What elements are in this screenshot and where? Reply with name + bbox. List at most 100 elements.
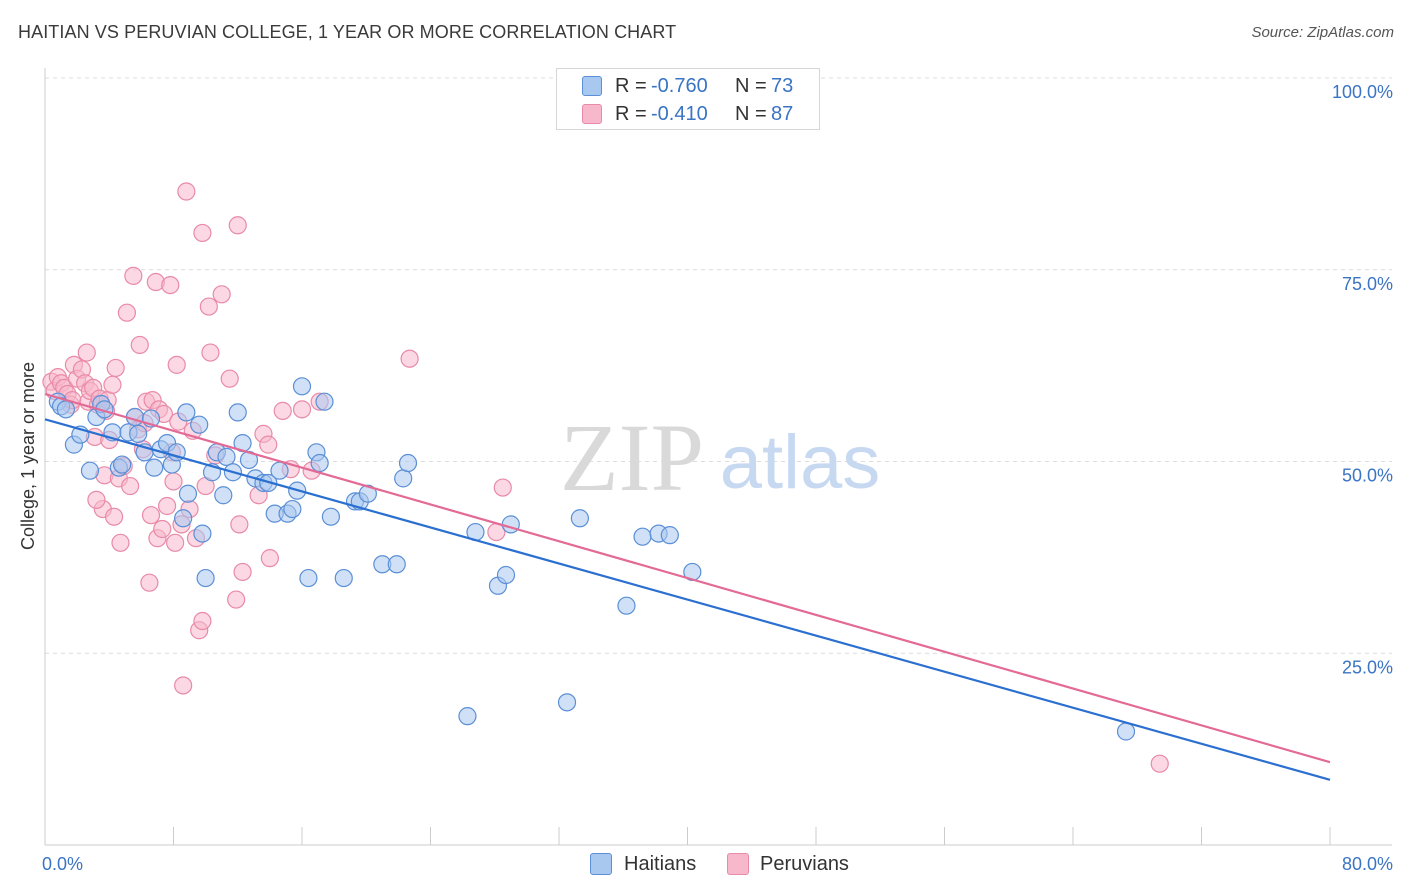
peruvian-point (140, 573, 159, 592)
axes (44, 68, 1392, 846)
r-label: R = (615, 74, 647, 97)
r-label: R = (615, 102, 647, 125)
tick-labels: 25.0% 50.0% 75.0% 100.0% 0.0% 80.0% (42, 82, 1393, 874)
haitians-swatch (582, 76, 602, 96)
peruvian-point (260, 549, 279, 568)
peruvian-point (177, 182, 196, 201)
haitian-point (321, 507, 341, 526)
haitian-point (56, 400, 75, 419)
peruvians-legend-swatch (727, 853, 749, 875)
peruvians-legend-label: Peruvians (760, 853, 849, 875)
peruvian-point (259, 435, 278, 454)
haitian-point (190, 415, 209, 434)
haitian-point (177, 403, 196, 422)
peruvian-point (193, 611, 212, 631)
peruvian-point (87, 490, 106, 509)
peruvian-point (124, 266, 143, 285)
peruvian-point (199, 297, 218, 316)
haitian-point (228, 403, 247, 422)
peruvian-point (212, 285, 231, 304)
peruvian-point (230, 515, 249, 534)
peruvian-point (161, 275, 180, 295)
haitian-point (217, 447, 236, 466)
haitian-point (458, 707, 477, 726)
peruvian-point (292, 400, 312, 419)
haitian-point (80, 461, 100, 480)
peruvian-point (104, 507, 124, 526)
peruvian-point (157, 496, 177, 516)
haitian-point (174, 509, 193, 528)
peruvian-point (174, 676, 193, 695)
series-legend: Haitians Peruvians (590, 851, 910, 877)
haitian-point (270, 461, 289, 480)
peruvian-point (111, 533, 130, 552)
peruvian-point (167, 355, 186, 374)
haitian-point (617, 596, 636, 615)
watermark: ZIP atlas (560, 404, 880, 511)
haitian-point (292, 377, 312, 396)
haitian-point (358, 484, 377, 503)
peruvian-point (121, 476, 140, 496)
haitian-point (193, 524, 212, 543)
y-axis-label: College, 1 year or more (18, 362, 38, 550)
n-label: N = (735, 74, 767, 97)
haitian-point (310, 453, 329, 473)
haitian-point (398, 453, 418, 473)
haitian-point (129, 424, 148, 443)
y-tick-label: 50.0% (1342, 466, 1393, 486)
r-value: -0.760 (651, 74, 708, 97)
peruvian-point (201, 343, 220, 362)
peruvian-point (141, 506, 161, 525)
n-value: 73 (771, 74, 794, 97)
haitians-trend-line (44, 418, 1331, 781)
y-tick-label: 100.0% (1332, 82, 1393, 102)
peruvian-point (166, 533, 185, 552)
correlation-legend: R = -0.760 N = 73 R = -0.410 N = 87 (556, 68, 820, 130)
haitian-point (214, 486, 233, 505)
haitian-point (283, 499, 302, 519)
haitian-point (299, 568, 318, 588)
haitian-point (315, 392, 334, 411)
peruvian-point (227, 590, 246, 609)
peruvian-point (493, 478, 512, 497)
haitian-point (501, 515, 520, 534)
haitian-point (178, 484, 198, 503)
data-points (42, 182, 1169, 773)
watermark-atlas: atlas (720, 420, 881, 505)
peruvian-point (77, 343, 96, 362)
haitian-point (660, 526, 679, 545)
haitian-point (334, 568, 353, 588)
haitian-point (387, 555, 406, 574)
haitian-point (145, 458, 164, 477)
haitian-point (633, 527, 652, 546)
source-credit: Source: ZipAtlas.com (1251, 24, 1394, 41)
y-tick-label: 25.0% (1342, 657, 1393, 677)
peruvians-swatch (582, 104, 602, 124)
peruvian-point (220, 369, 239, 388)
y-tick-label: 75.0% (1342, 274, 1393, 294)
haitian-point (112, 455, 132, 474)
haitian-point (496, 565, 516, 585)
haitian-point (570, 509, 589, 528)
peruvian-point (273, 401, 292, 420)
peruvian-point (130, 335, 149, 355)
peruvian-point (228, 216, 247, 235)
haitian-point (196, 568, 215, 588)
grid-lines (45, 77, 1392, 654)
peruvians-trend-line (44, 392, 1331, 764)
peruvian-point (103, 375, 122, 394)
haitian-point (1116, 722, 1136, 741)
n-label: N = (735, 102, 767, 125)
chart-title: HAITIAN VS PERUVIAN COLLEGE, 1 YEAR OR M… (18, 22, 677, 42)
r-value: -0.410 (651, 102, 708, 125)
n-value: 87 (771, 102, 794, 125)
watermark-zip: ZIP (560, 404, 704, 511)
trend-lines (44, 392, 1331, 781)
peruvian-point (106, 358, 125, 378)
peruvian-point (400, 349, 419, 368)
peruvian-point (193, 223, 212, 243)
peruvian-point (1150, 754, 1169, 773)
peruvian-point (233, 562, 252, 582)
haitian-point (394, 469, 413, 488)
